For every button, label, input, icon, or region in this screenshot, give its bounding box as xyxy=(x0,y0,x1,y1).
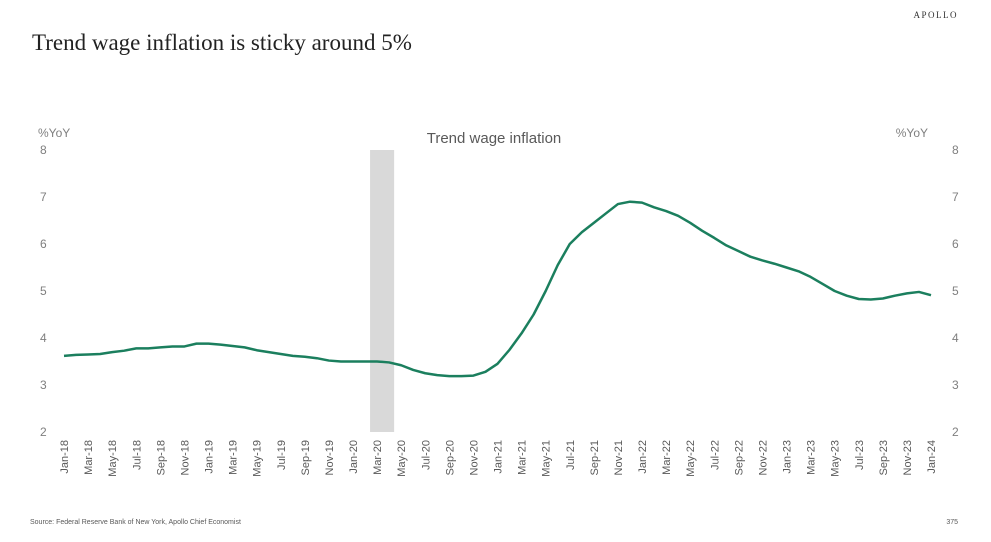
x-tick-label: Jan-24 xyxy=(926,440,938,474)
x-tick-label: Mar-21 xyxy=(517,440,529,475)
x-tick-label: Sep-23 xyxy=(878,440,890,475)
y-tick-label: 3 xyxy=(40,378,47,392)
y-tick-label: 7 xyxy=(40,190,47,204)
x-tick-label: Mar-23 xyxy=(806,440,818,475)
y2-tick-label: 2 xyxy=(952,425,959,439)
chart-title: Trend wage inflation is sticky around 5% xyxy=(32,30,412,55)
x-tick-label: Sep-18 xyxy=(155,440,167,475)
x-tick-label: Jan-22 xyxy=(637,440,649,474)
x-tick-label: Jan-19 xyxy=(204,440,216,474)
y-tick-label: 8 xyxy=(40,143,47,157)
x-tick-label: Sep-19 xyxy=(300,440,312,475)
x-tick-label: Nov-23 xyxy=(902,440,914,475)
x-tick-label: Nov-22 xyxy=(757,440,769,475)
x-tick-label: Jul-23 xyxy=(854,440,866,470)
y2-tick-label: 3 xyxy=(952,378,959,392)
x-tick-label: Nov-19 xyxy=(324,440,336,475)
x-tick-label: Jul-19 xyxy=(276,440,288,470)
x-tick-label: May-23 xyxy=(830,440,842,477)
x-tick-label: Jan-21 xyxy=(493,440,505,474)
page-number: 375 xyxy=(946,519,958,526)
y-tick-label: 2 xyxy=(40,425,47,439)
y2-tick-label: 7 xyxy=(952,190,959,204)
x-tick-label: Mar-22 xyxy=(661,440,673,475)
x-tick-label: Jul-20 xyxy=(420,440,432,470)
x-tick-label: Sep-21 xyxy=(589,440,601,475)
y2-tick-label: 4 xyxy=(952,331,959,345)
x-tick-label: May-22 xyxy=(685,440,697,477)
x-tick-label: Nov-21 xyxy=(613,440,625,475)
x-tick-label: Sep-22 xyxy=(733,440,745,475)
chart-label: Trend wage inflation xyxy=(427,130,562,147)
shaded-period xyxy=(370,150,395,432)
x-tick-label: Jan-20 xyxy=(348,440,360,474)
y2-tick-label: 5 xyxy=(952,284,959,298)
x-tick-label: Sep-20 xyxy=(444,440,456,475)
y2-tick-label: 8 xyxy=(952,143,959,157)
x-tick-label: May-18 xyxy=(107,440,119,477)
x-tick-label: Mar-20 xyxy=(372,440,384,475)
x-tick-label: Nov-20 xyxy=(468,440,480,475)
x-tick-label: May-19 xyxy=(252,440,264,477)
x-tick-label: Jul-22 xyxy=(709,440,721,470)
line xyxy=(63,200,932,378)
x-tick-label: Jan-23 xyxy=(782,440,794,474)
y2-tick-label: 6 xyxy=(952,237,959,251)
x-tick-label: Nov-18 xyxy=(179,440,191,475)
logo: APOLLO xyxy=(914,10,959,20)
x-tick-label: May-20 xyxy=(396,440,408,477)
source: Source: Federal Reserve Bank of New York… xyxy=(30,519,241,526)
x-tick-label: Mar-19 xyxy=(228,440,240,475)
y-tick-label: 5 xyxy=(40,284,47,298)
y2-axis-label: %YoY xyxy=(896,126,928,140)
y-tick-label: 4 xyxy=(40,331,47,345)
x-tick-label: May-21 xyxy=(541,440,553,477)
y-axis-label: %YoY xyxy=(38,126,70,140)
x-tick-label: Jul-21 xyxy=(565,440,577,470)
x-tick-label: Jul-18 xyxy=(131,440,143,470)
x-tick-label: Mar-18 xyxy=(83,440,95,475)
x-tick-label: Jan-18 xyxy=(59,440,71,474)
y-tick-label: 6 xyxy=(40,237,47,251)
